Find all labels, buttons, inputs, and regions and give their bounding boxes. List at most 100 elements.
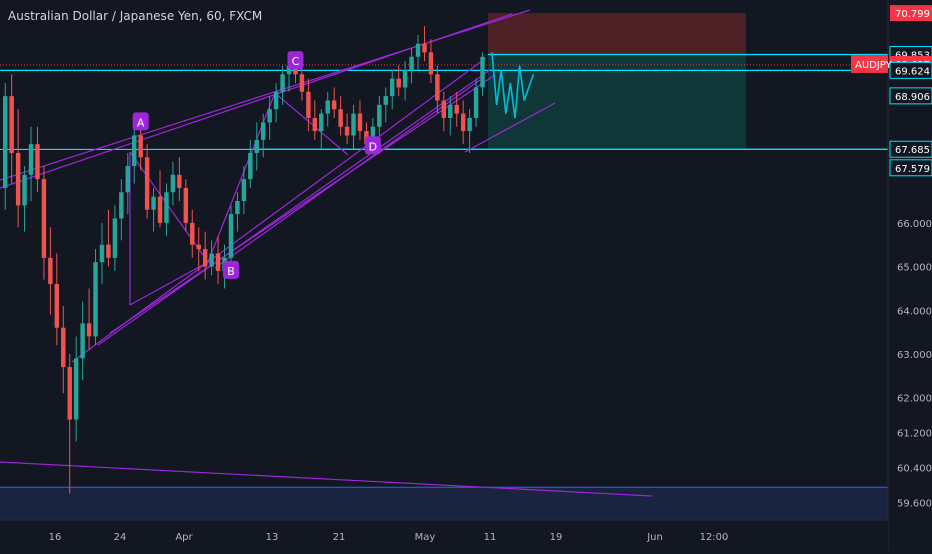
price-marker-label: 70.799 [895,9,930,20]
trend-line[interactable] [214,79,481,269]
x-tick-label: 24 [114,532,127,543]
candle-body [170,174,176,193]
pattern-label-b[interactable]: B [222,260,239,279]
candle-body [325,100,330,114]
candle-body [138,135,143,158]
candle-body [157,196,163,223]
candle-body [248,152,253,180]
pattern-label-a[interactable]: A [132,112,149,131]
chart-title: Australian Dollar / Japanese Yen, 60, FX… [8,9,263,23]
price-marker-level-3 [889,159,932,177]
support-zone [0,487,888,520]
symbol-tag [851,54,888,73]
svg-text:A: A [137,116,145,129]
candle-body [228,214,234,258]
candle-body [428,52,434,75]
candle-body [3,96,8,188]
x-tick-label: May [415,532,436,543]
trend-line[interactable] [207,92,276,263]
candle-body [312,117,318,132]
candle-body [286,65,292,75]
candle-body [106,244,111,258]
candle-body [454,104,459,114]
candle-body [254,139,259,153]
candle-body [331,100,337,110]
candle-body [435,74,440,101]
candle-body [41,179,47,258]
x-tick-label: 13 [266,532,279,543]
price-marker-label: 69.624 [895,66,930,77]
price-marker-stop [890,5,932,22]
candle-body [280,74,285,92]
trend-line[interactable] [129,261,209,306]
y-tick-label: 60.400 [897,464,932,475]
candle-body [112,218,118,258]
candle-body [473,87,479,118]
candle-body [396,78,401,88]
candle-body [196,244,201,250]
trend-line[interactable] [464,102,556,153]
candle-body [35,144,40,180]
candle-body [215,253,221,271]
candle-body [261,122,266,140]
candle-body [183,187,189,223]
stop-zone [488,13,746,55]
candle-body [409,56,414,70]
candle-body [61,327,66,368]
candle-body [125,166,130,193]
candle-body [132,135,137,167]
candle-body [9,96,14,153]
candle-body [241,179,247,202]
candle-body [144,157,150,210]
pattern-label-c[interactable]: C [287,51,304,70]
candle-body [190,222,195,245]
candle-body [202,249,208,267]
trend-line[interactable] [71,57,487,363]
svg-text:B: B [227,265,235,278]
pattern-label-d[interactable]: D [364,136,381,155]
candle-body [73,358,79,420]
candle-body [209,253,214,267]
trend-line[interactable] [274,92,349,156]
symbol-tag-label: AUDJPY [855,60,893,71]
trend-line[interactable] [129,151,209,263]
trend-line[interactable] [0,461,653,497]
candle-body [28,144,34,175]
trend-line[interactable] [0,13,513,189]
x-tick-label: 12:00 [700,532,729,543]
y-tick-label: 64.000 [897,306,932,317]
candle-body [370,126,376,145]
price-marker-level-1 [889,61,932,79]
x-tick-label: 11 [484,532,497,543]
candle-body [164,192,169,223]
candle-body [422,43,427,53]
candle-body [460,113,466,132]
x-tick-label: 21 [333,532,346,543]
price-marker-label: 67.685 [895,145,930,156]
candle-body [306,91,311,118]
candle-body [319,113,324,132]
trend-line[interactable] [109,74,496,334]
price-marker-label: 67.579 [895,164,930,175]
candle-body [119,192,124,219]
projection-path [491,52,535,119]
candle-body [177,174,182,188]
candle-body [480,56,485,88]
candle-body [86,323,92,337]
svg-text:D: D [369,140,377,153]
candle-body [402,69,408,88]
candle-body [22,174,27,206]
x-tick-label: Jun [646,532,663,543]
y-tick-label: 65.000 [897,263,932,274]
candle-body [299,74,305,92]
candle-body [377,104,382,127]
trend-line[interactable] [97,69,491,346]
candle-body [448,104,453,118]
candle-body [15,152,21,206]
candle-body [80,323,85,359]
x-tick-label: 16 [49,532,62,543]
y-tick-label: 59.600 [897,499,932,510]
x-tick-label: 19 [550,532,563,543]
